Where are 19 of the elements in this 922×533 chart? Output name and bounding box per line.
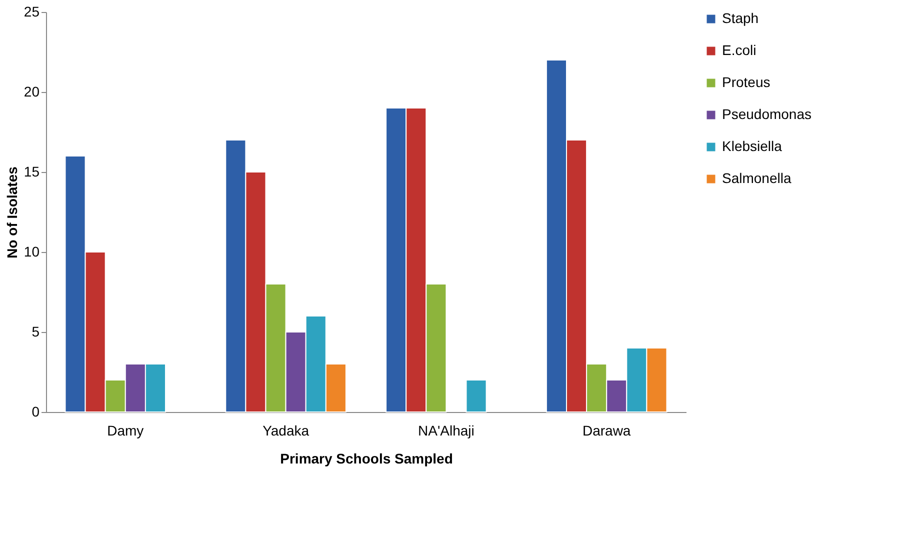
y-tick-label: 10 bbox=[24, 244, 40, 260]
x-axis-title: Primary Schools Sampled bbox=[280, 450, 453, 466]
legend-label: Pseudomonas bbox=[722, 106, 812, 122]
y-tick-label: 15 bbox=[24, 164, 40, 180]
x-tick-label: Damy bbox=[107, 422, 144, 438]
x-tick-label: Yadaka bbox=[262, 422, 310, 438]
legend-label: Salmonella bbox=[722, 170, 792, 186]
y-tick-label: 25 bbox=[24, 4, 40, 20]
y-tick-label: 20 bbox=[24, 84, 40, 100]
legend-label: Proteus bbox=[722, 74, 770, 90]
y-tick-label: 5 bbox=[32, 324, 40, 340]
y-axis-title: No of Isolates bbox=[4, 166, 20, 258]
legend-label: Staph bbox=[722, 10, 759, 26]
bar bbox=[466, 380, 487, 412]
x-tick-label: Darawa bbox=[582, 422, 631, 438]
legend-label: E.coli bbox=[722, 42, 756, 58]
legend-label: Klebsiella bbox=[722, 138, 782, 154]
y-tick-label: 0 bbox=[32, 404, 40, 420]
x-tick-label: NA'Alhaji bbox=[418, 422, 474, 438]
